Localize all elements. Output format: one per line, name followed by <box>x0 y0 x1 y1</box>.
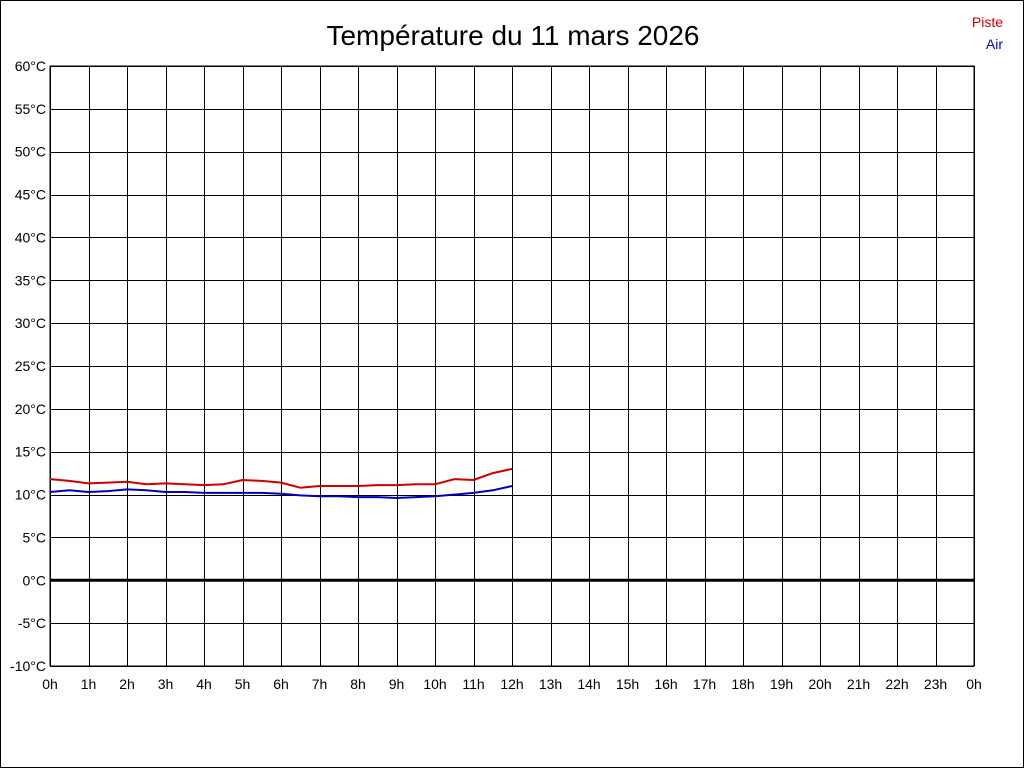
y-tick-label: 35°C <box>15 272 46 288</box>
x-tick-label: 20h <box>808 676 831 692</box>
x-tick-label: 22h <box>885 676 908 692</box>
y-tick-label: 5°C <box>23 529 47 545</box>
y-tick-label: 45°C <box>15 187 46 203</box>
y-tick-label: 0°C <box>23 572 47 588</box>
x-tick-label: 10h <box>423 676 446 692</box>
grid <box>49 65 975 667</box>
x-tick-label: 5h <box>235 676 251 692</box>
x-tick-label: 12h <box>500 676 523 692</box>
y-tick-label: -5°C <box>18 615 46 631</box>
y-tick-label: 10°C <box>15 487 46 503</box>
legend-entry-air: Air <box>986 36 1003 52</box>
x-tick-label: 0h <box>966 676 982 692</box>
x-tick-label: 23h <box>924 676 947 692</box>
y-tick-label: 20°C <box>15 401 46 417</box>
x-tick-label: 1h <box>81 676 97 692</box>
x-tick-label: 13h <box>539 676 562 692</box>
y-tick-label: 50°C <box>15 144 46 160</box>
chart-title: Température du 11 mars 2026 <box>326 20 699 51</box>
x-tick-label: 3h <box>158 676 174 692</box>
series-line-air <box>49 485 513 499</box>
axes: -10°C -5°C 0°C 5°C 10°C 15°C 20°C 25°C 30°C 35°C 4… <box>10 58 982 692</box>
y-tick-label: 15°C <box>15 444 46 460</box>
x-tick-label: 6h <box>273 676 289 692</box>
x-tick-label: 8h <box>350 676 366 692</box>
y-tick-label: 55°C <box>15 101 46 117</box>
x-tick-label: 11h <box>462 676 484 692</box>
y-tick-label: -10°C <box>10 658 46 674</box>
legend: Piste Air <box>972 14 1003 52</box>
series-line-piste <box>49 467 513 489</box>
x-tick-label: 19h <box>770 676 793 692</box>
x-tick-label: 0h <box>42 676 58 692</box>
x-tick-label: 16h <box>654 676 677 692</box>
x-tick-label: 4h <box>196 676 212 692</box>
y-tick-label: 40°C <box>15 229 46 245</box>
x-tick-label: 21h <box>847 676 870 692</box>
x-tick-label: 9h <box>389 676 405 692</box>
x-tick-label: 15h <box>616 676 639 692</box>
y-tick-label: 25°C <box>15 358 46 374</box>
x-tick-label: 18h <box>731 676 754 692</box>
y-tick-label: 30°C <box>15 315 46 331</box>
x-tick-label: 7h <box>312 676 328 692</box>
x-tick-label: 14h <box>577 676 600 692</box>
series <box>49 467 513 499</box>
x-tick-label: 17h <box>693 676 716 692</box>
y-tick-label: 60°C <box>15 58 46 74</box>
legend-entry-piste: Piste <box>972 14 1003 30</box>
x-tick-label: 2h <box>119 676 135 692</box>
